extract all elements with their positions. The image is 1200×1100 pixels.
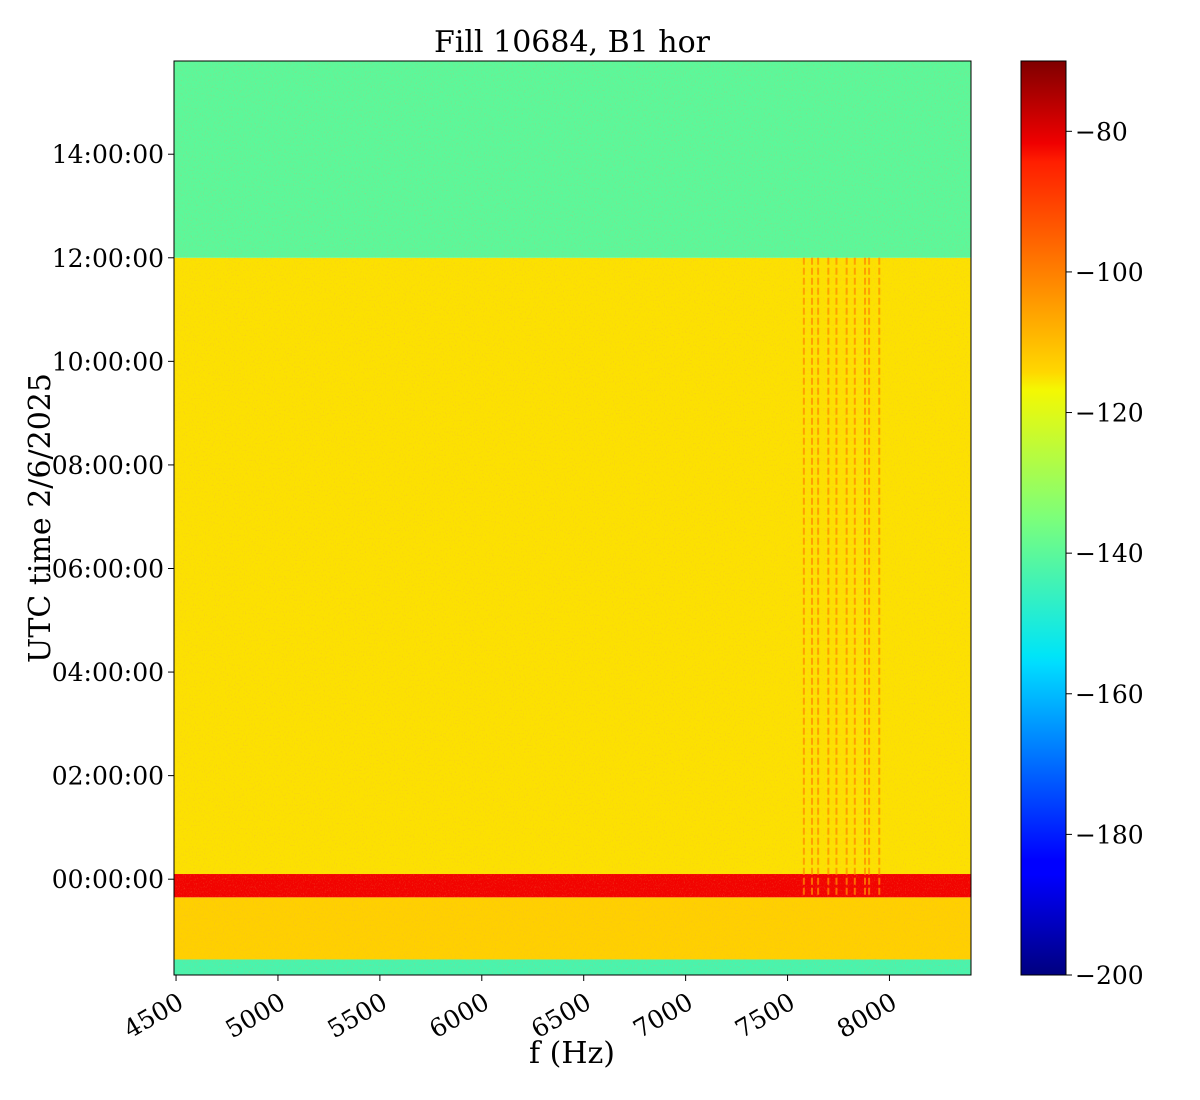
x-tick-label: 7500 bbox=[730, 987, 800, 1044]
colorbar-tick-label: −180 bbox=[1075, 820, 1144, 849]
x-tick-label: 7000 bbox=[628, 987, 698, 1044]
y-tick-label: 08:00:00 bbox=[52, 451, 164, 480]
y-axis-label: UTC time 2/6/2025 bbox=[23, 373, 58, 663]
y-tick-label: 04:00:00 bbox=[52, 658, 164, 687]
colorbar-tick-label: −140 bbox=[1075, 539, 1144, 568]
y-tick-label: 06:00:00 bbox=[52, 554, 164, 583]
plot-frame bbox=[173, 60, 972, 976]
y-axis-ticks: 00:00:00 02:00:00 04:00:00 06:00:00 08:00:00… bbox=[52, 140, 174, 894]
y-tick-label: 00:00:00 bbox=[52, 865, 164, 894]
colorbar-tick-label: −80 bbox=[1075, 117, 1128, 146]
x-tick-label: 5000 bbox=[221, 987, 291, 1044]
x-axis-label: f (Hz) bbox=[529, 1036, 615, 1071]
heatmap-area bbox=[174, 61, 971, 975]
y-tick-label: 14:00:00 bbox=[52, 140, 164, 169]
x-tick-label: 5500 bbox=[322, 987, 392, 1044]
x-axis-ticks: 4500 5000 5500 6000 6500 7000 7500 8000 bbox=[119, 975, 902, 1044]
y-tick-label: 10:00:00 bbox=[52, 347, 164, 376]
x-tick-label: 8000 bbox=[832, 987, 902, 1044]
colorbar-tick-label: −120 bbox=[1075, 399, 1144, 428]
heatmap-noise-texture bbox=[174, 61, 971, 975]
colorbar-tick-label: −200 bbox=[1075, 961, 1144, 990]
colorbar-ticks: −200 −180 −160 −140 −120 −100 −80 bbox=[1066, 117, 1144, 990]
x-tick-label: 4500 bbox=[119, 987, 189, 1044]
colorbar-tick-label: −100 bbox=[1075, 258, 1144, 287]
colorbar-tick-label: −160 bbox=[1075, 680, 1144, 709]
y-tick-label: 12:00:00 bbox=[52, 244, 164, 273]
x-tick-label: 6000 bbox=[424, 987, 494, 1044]
chart-title: Fill 10684, B1 hor bbox=[434, 25, 711, 60]
colorbar bbox=[1020, 60, 1067, 976]
y-tick-label: 02:00:00 bbox=[52, 762, 164, 791]
spectral-lines bbox=[802, 257, 881, 898]
